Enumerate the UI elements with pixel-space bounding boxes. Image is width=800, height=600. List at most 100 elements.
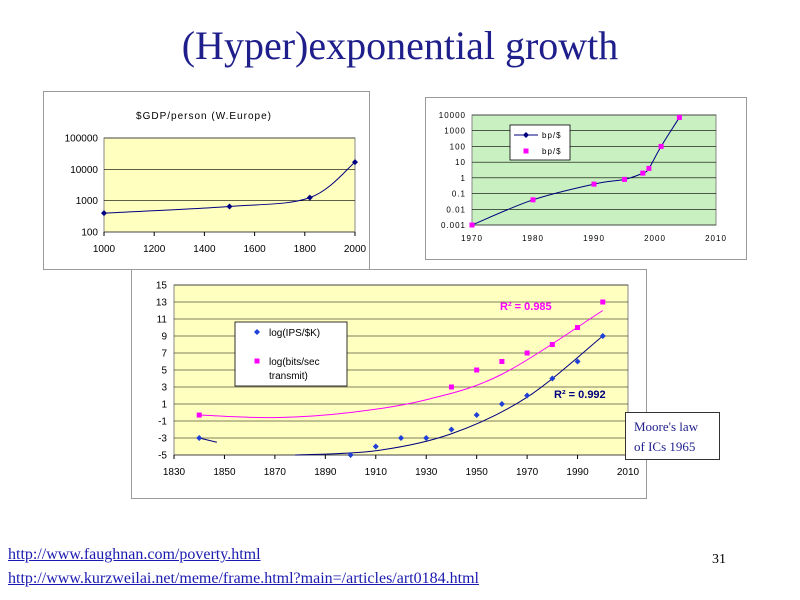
x-tick-label: 1980 [522, 234, 544, 243]
legend-square-swatch [254, 358, 260, 364]
data-point [499, 359, 505, 364]
data-point [474, 367, 480, 373]
legend-box [234, 321, 348, 387]
data-point [498, 401, 505, 407]
trendline-bits [199, 310, 604, 419]
annotation-r2-ips: R² = 0.992 [554, 389, 606, 401]
data-point [196, 435, 203, 441]
data-point [347, 452, 354, 458]
moore-law-note: Moore's law of ICs 1965 [625, 412, 720, 460]
y-tick-label: 10000 [70, 165, 98, 176]
moore-note-line-1: Moore's law [634, 419, 699, 434]
data-point [448, 384, 454, 390]
x-tick-label: 1950 [466, 467, 489, 478]
plot-area [471, 114, 717, 226]
data-point [575, 325, 581, 330]
legend-square-swatch [523, 148, 529, 154]
y-tick-label: -1 [158, 417, 167, 428]
data-point [676, 114, 682, 120]
x-tick-label: 1850 [213, 467, 236, 478]
x-tick-label: 2000 [344, 244, 367, 255]
x-tick-label: 1400 [193, 244, 216, 255]
legend-label: log(IPS/$K) [269, 328, 320, 339]
data-point [101, 210, 107, 217]
data-point [423, 435, 430, 441]
x-tick-label: 1990 [566, 467, 589, 478]
legend-label: bp/$ [542, 147, 562, 156]
y-tick-label: 13 [156, 298, 168, 309]
y-tick-label: 0.001 [441, 221, 466, 230]
y-tick-label: 100 [450, 142, 466, 151]
data-point [622, 176, 627, 182]
legend-label: bp/$ [542, 131, 562, 140]
legend-diamond-swatch [523, 132, 529, 138]
x-tick-label: 1600 [243, 244, 266, 255]
data-point [473, 412, 480, 419]
slide-title: (Hyper)exponential growth [181, 23, 619, 68]
gdp-chart: $GDP/person (W.Europe) 100 1000 10000 100000… [43, 91, 370, 270]
series-line [103, 161, 356, 214]
data-point [524, 350, 530, 356]
x-tick-label: 1990 [583, 234, 605, 243]
plot-area [103, 137, 356, 233]
y-tick-label: 100 [81, 228, 98, 239]
bp-chart: 0.001 0.01 0.1 1 10 100 1000 10000 1970 1980 1990 2… [425, 97, 747, 260]
x-tick-label: 2010 [617, 467, 640, 478]
x-tick-label: 1000 [93, 244, 116, 255]
data-point [196, 412, 202, 418]
y-tick-label: 10 [455, 158, 466, 167]
y-tick-label: 15 [156, 281, 168, 292]
x-tick-label: 1830 [163, 467, 186, 478]
y-tick-label: 11 [157, 315, 168, 326]
data-point [646, 165, 652, 171]
data-point [574, 358, 581, 365]
y-tick-label: 7 [161, 349, 167, 360]
x-tick-label: 1200 [143, 244, 166, 255]
gdp-chart-svg: $GDP/person (W.Europe) 100 1000 10000 100000… [65, 111, 367, 255]
y-tick-label: -3 [158, 434, 167, 445]
x-tick-label: 1800 [294, 244, 317, 255]
bp-chart-svg: 0.001 0.01 0.1 1 10 100 1000 10000 1970 1980 1990 2… [439, 111, 727, 243]
trendline-ips-start [199, 437, 217, 443]
x-tick-label: 1910 [365, 467, 388, 478]
data-point [549, 342, 555, 347]
data-point [448, 426, 455, 433]
legend-label: log(bits/sec [269, 357, 320, 368]
data-point [372, 443, 379, 450]
x-tick-label: 1970 [516, 467, 539, 478]
data-point [352, 159, 358, 166]
y-tick-label: 3 [161, 383, 167, 394]
y-tick-label: -5 [158, 451, 167, 462]
legend-label: transmit) [269, 371, 308, 382]
x-tick-label: 1890 [314, 467, 337, 478]
legend-diamond-swatch [254, 329, 260, 335]
link-faughnan[interactable]: http://www.faughnan.com/poverty.html [8, 546, 261, 563]
y-tick-label: 0.01 [446, 205, 466, 214]
y-tick-label: 5 [161, 366, 167, 377]
y-tick-label: 10000 [439, 111, 466, 120]
data-point [599, 333, 606, 339]
data-point [306, 194, 313, 201]
x-tick-label: 2000 [644, 234, 666, 243]
data-point [469, 222, 475, 228]
x-tick-label: 1970 [461, 234, 483, 243]
y-tick-label: 1000 [444, 127, 466, 136]
chart-title: $GDP/person (W.Europe) [136, 111, 272, 122]
page-number: 31 [712, 552, 726, 567]
y-tick-label: 9 [161, 332, 167, 343]
link-kurzweil[interactable]: http://www.kurzweilai.net/meme/frame.htm… [8, 570, 479, 587]
data-point [658, 143, 664, 149]
data-point [530, 197, 536, 203]
data-point [591, 181, 597, 187]
x-tick-label: 1930 [415, 467, 438, 478]
moore-note-line-2: of ICs 1965 [634, 439, 696, 454]
data-point [600, 299, 606, 305]
x-tick-label: 2010 [705, 234, 727, 243]
y-tick-label: 1 [461, 174, 466, 183]
y-tick-label: 1000 [76, 196, 99, 207]
data-point [398, 435, 404, 441]
y-tick-label: 1 [161, 400, 167, 411]
moore-chart: -5 -3 -1 1 3 5 7 9 11 13 15 1830 1850 1870 1890 1910 193… [131, 269, 647, 499]
legend-box [509, 124, 571, 161]
